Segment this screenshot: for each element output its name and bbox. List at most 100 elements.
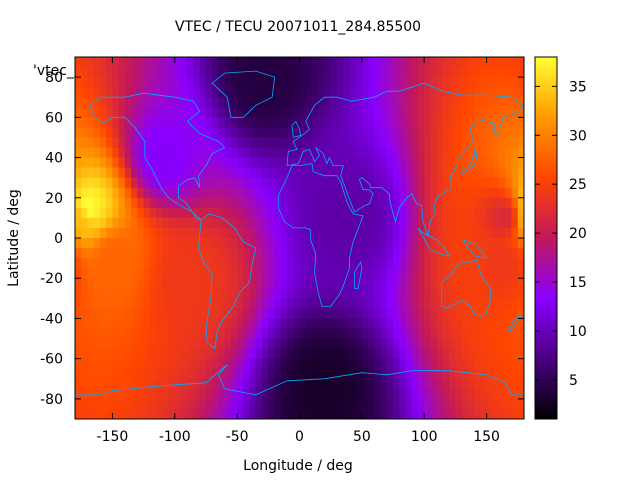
heatmap-cell (380, 278, 388, 289)
heatmap-cell (517, 217, 524, 229)
heatmap-cell (137, 137, 145, 149)
heatmap-cell (343, 217, 350, 229)
heatmap-cell (280, 57, 288, 68)
heatmap-cell (174, 358, 182, 370)
heatmap-cell (187, 288, 195, 299)
heatmap-cell (87, 217, 95, 229)
heatmap-cell (355, 398, 363, 410)
heatmap-cell (361, 258, 369, 269)
heatmap-cell (93, 207, 101, 219)
heatmap-cell (93, 348, 101, 360)
heatmap-cell (149, 97, 157, 108)
heatmap-cell (343, 157, 350, 169)
heatmap-cell (181, 298, 188, 309)
heatmap-cell (212, 217, 220, 229)
heatmap-cell (505, 378, 513, 390)
heatmap-cell (492, 388, 500, 400)
heatmap-cell (361, 187, 369, 199)
heatmap-cell (168, 258, 176, 269)
heatmap-cell (218, 97, 226, 108)
heatmap-cell (336, 177, 344, 189)
heatmap-cell (330, 408, 338, 419)
heatmap-cell (99, 378, 107, 390)
heatmap-cell (424, 87, 432, 98)
heatmap-cell (336, 248, 344, 259)
heatmap-cell (442, 358, 450, 370)
heatmap-cell (349, 117, 357, 128)
heatmap-cell (349, 227, 357, 239)
heatmap-cell (224, 187, 232, 199)
heatmap-cell (143, 207, 151, 219)
heatmap-cell (268, 258, 276, 269)
heatmap-cell (374, 177, 382, 189)
heatmap-cell (199, 197, 207, 209)
heatmap-cell (93, 187, 101, 199)
heatmap-cell (293, 348, 301, 360)
heatmap-cell (336, 127, 344, 139)
heatmap-cell (467, 398, 475, 410)
heatmap-cell (137, 298, 145, 309)
heatmap-cell (187, 117, 195, 128)
heatmap-cell (399, 278, 407, 289)
heatmap-cell (99, 238, 107, 249)
heatmap-cell (181, 358, 188, 370)
heatmap-cell (424, 298, 432, 309)
heatmap-cell (218, 227, 226, 239)
heatmap-cell (199, 258, 207, 269)
heatmap-cell (143, 238, 151, 249)
heatmap-cell (255, 248, 263, 259)
heatmap-cell (442, 167, 450, 179)
heatmap-cell (343, 338, 350, 350)
heatmap-cell (461, 388, 469, 400)
heatmap-cell (137, 77, 145, 88)
heatmap-cell (330, 227, 338, 239)
heatmap-cell (112, 258, 120, 269)
heatmap-cell (174, 398, 182, 410)
heatmap-cell (424, 378, 432, 390)
heatmap-cell (137, 227, 145, 239)
heatmap-cell (455, 298, 463, 309)
heatmap-cell (187, 258, 195, 269)
heatmap-cell (449, 137, 457, 149)
heatmap-cell (480, 57, 488, 68)
heatmap-cell (399, 408, 407, 419)
heatmap-cell (305, 268, 313, 279)
heatmap-cell (480, 308, 488, 320)
heatmap-cell (118, 238, 126, 249)
heatmap-cell (181, 87, 188, 98)
heatmap-cell (343, 137, 350, 149)
heatmap-cell (212, 207, 220, 219)
heatmap-cell (355, 308, 363, 320)
heatmap-cell (280, 368, 288, 380)
heatmap-cell (374, 207, 382, 219)
heatmap-cell (237, 258, 244, 269)
heatmap-cell (274, 147, 282, 159)
heatmap-cell (75, 117, 82, 128)
heatmap-cell (411, 187, 419, 199)
heatmap-cell (436, 227, 444, 239)
heatmap-cell (299, 87, 307, 98)
heatmap-cell (355, 358, 363, 370)
heatmap-cell (455, 268, 463, 279)
heatmap-cell (174, 167, 182, 179)
heatmap-cell (137, 187, 145, 199)
heatmap-cell (99, 207, 107, 219)
heatmap-cell (405, 308, 413, 320)
heatmap-cell (411, 408, 419, 419)
heatmap-cell (361, 268, 369, 279)
heatmap-cell (293, 388, 301, 400)
heatmap-cell (405, 97, 413, 108)
heatmap-cell (399, 358, 407, 370)
heatmap-cell (480, 207, 488, 219)
heatmap-cell (249, 67, 257, 78)
heatmap-cell (411, 388, 419, 400)
heatmap-cell (486, 157, 494, 169)
heatmap-cell (436, 298, 444, 309)
heatmap-cell (336, 187, 344, 199)
heatmap-cell (355, 298, 363, 309)
heatmap-cell (336, 348, 344, 360)
heatmap-cell (299, 197, 307, 209)
heatmap-cell (492, 378, 500, 390)
heatmap-cell (205, 157, 213, 169)
